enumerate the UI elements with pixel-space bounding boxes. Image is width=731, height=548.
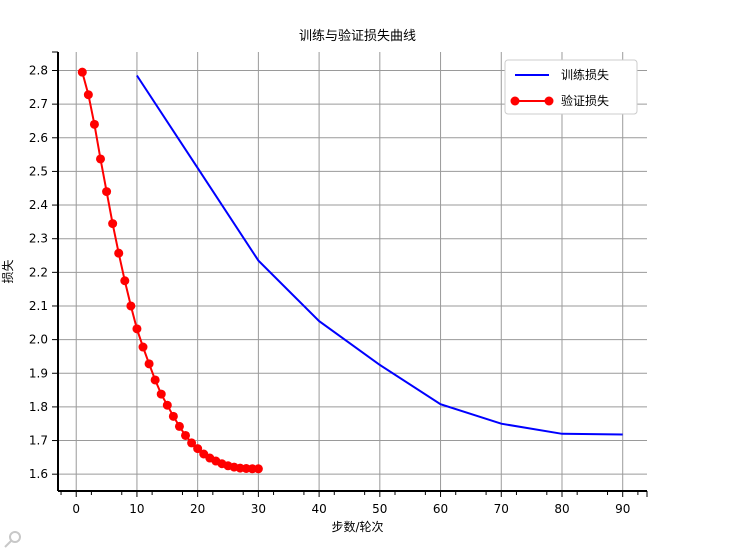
- series-point-2: [102, 187, 112, 197]
- series-point-2: [138, 342, 148, 352]
- series-point-2: [120, 276, 130, 286]
- legend-marker: [544, 96, 554, 106]
- series-point-2: [253, 464, 263, 474]
- x-tick-label: 50: [372, 502, 387, 516]
- x-tick-label: 60: [433, 502, 448, 516]
- y-axis-label: 损失: [0, 259, 15, 283]
- y-tick-label: 1.8: [29, 400, 48, 414]
- y-tick-label: 2.3: [29, 232, 48, 246]
- series-point-2: [132, 324, 142, 334]
- series-line-2: [81, 71, 259, 470]
- y-tick-label: 2.8: [29, 64, 48, 78]
- series-point-2: [150, 375, 160, 385]
- y-tick-label: 2.5: [29, 164, 48, 178]
- x-tick-label: 0: [72, 502, 80, 516]
- y-tick-label: 1.7: [29, 434, 48, 448]
- series-point-2: [83, 90, 93, 100]
- x-tick-label: 40: [311, 502, 326, 516]
- series-point-2: [168, 411, 178, 421]
- y-tick-label: 2.0: [29, 333, 48, 347]
- y-tick-label: 2.1: [29, 299, 48, 313]
- series-point-2: [162, 400, 172, 410]
- series-point-2: [144, 359, 154, 369]
- series-point-2: [108, 219, 118, 229]
- series-point-2: [193, 444, 203, 454]
- series-point-2: [114, 248, 124, 258]
- series-point-2: [187, 438, 197, 448]
- y-axis-ticks: 1.6 1.7 1.8 1.9 2.0 2.1 2.2 2.3 2.4 2.5 2.6 2.7 2.8: [29, 51, 58, 481]
- grid: [58, 52, 647, 491]
- legend-marker: [510, 96, 520, 106]
- axes: [57, 52, 647, 492]
- x-tick-label: 30: [251, 502, 266, 516]
- x-tick-label: 10: [129, 502, 144, 516]
- y-tick-label: 1.9: [29, 366, 48, 380]
- legend-label: 验证损失: [561, 93, 609, 108]
- series-point-2: [174, 421, 184, 431]
- series-point-2: [181, 430, 191, 440]
- zoom-icon[interactable]: [2, 530, 22, 548]
- y-tick-label: 2.2: [29, 265, 48, 279]
- series-point-2: [77, 67, 87, 77]
- series-point-2: [96, 154, 106, 164]
- series-point-2: [156, 389, 166, 399]
- y-tick-label: 1.6: [29, 467, 48, 481]
- x-axis-label: 步数/轮次: [331, 519, 383, 534]
- series-point-2: [126, 301, 136, 311]
- chart-title: 训练与验证损失曲线: [299, 28, 416, 44]
- legend-label: 训练损失: [561, 67, 609, 82]
- x-tick-label: 70: [494, 502, 509, 516]
- y-tick-label: 2.4: [29, 198, 48, 212]
- y-tick-label: 2.7: [29, 97, 48, 111]
- series-line-1: [136, 74, 623, 436]
- y-tick-label: 2.6: [29, 131, 48, 145]
- x-tick-label: 90: [615, 502, 630, 516]
- x-tick-label: 20: [190, 502, 205, 516]
- x-axis-ticks: 0 10 20 30 40 50 60 70 80 90: [60, 491, 648, 516]
- series-point-2: [89, 119, 99, 129]
- series-layer: [77, 67, 623, 474]
- x-tick-label: 80: [554, 502, 569, 516]
